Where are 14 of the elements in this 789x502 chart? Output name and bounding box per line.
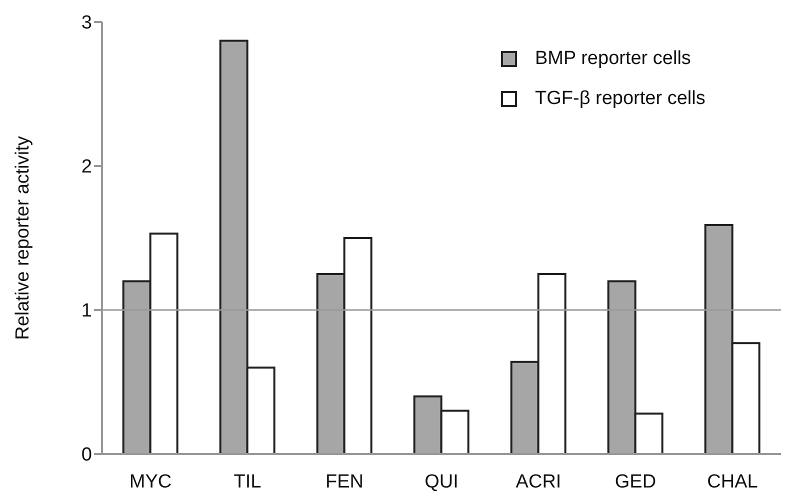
x-tick-label: TIL [234,471,262,492]
y-tick-label: 2 [81,156,92,178]
x-tick-label: FEN [326,471,364,492]
y-tick-label: 1 [81,300,92,322]
x-tick-label: CHAL [707,471,758,492]
x-tick-label: MYC [129,471,172,492]
y-axis-title: Relative reporter activity [12,136,34,340]
legend-label: BMP reporter cells [535,48,691,70]
x-tick-label: ACRI [516,471,562,492]
y-tick-label: 0 [81,444,92,466]
x-tick-label: GED [614,471,656,492]
y-tick-label: 3 [81,12,92,34]
legend-label: TGF-β reporter cells [535,88,706,110]
x-tick-label: QUI [424,471,458,492]
